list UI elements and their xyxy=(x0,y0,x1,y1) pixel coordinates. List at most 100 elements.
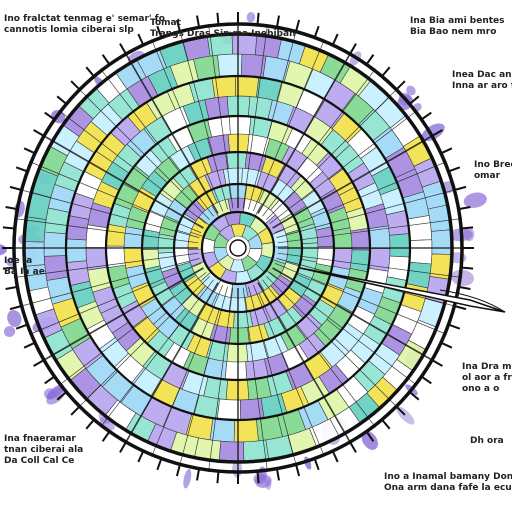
outer-tick xyxy=(408,391,420,401)
ring-segment xyxy=(407,215,433,241)
outer-tick xyxy=(313,458,320,471)
outer-tick xyxy=(458,206,471,211)
radial-line xyxy=(269,272,418,386)
outer-tick xyxy=(216,471,220,484)
radial-line xyxy=(41,134,204,229)
outer-tick xyxy=(101,54,111,66)
radial-line xyxy=(179,286,228,467)
paint-splash xyxy=(406,85,416,96)
caption-line: Ioe Ia xyxy=(4,256,33,266)
radial-line xyxy=(269,110,418,224)
outer-tick xyxy=(365,54,375,66)
outer-tick xyxy=(9,185,22,191)
radial-line xyxy=(257,51,352,214)
radial-line xyxy=(248,29,297,210)
outer-tick xyxy=(420,111,432,121)
outer-tick xyxy=(408,95,420,105)
outer-tick xyxy=(395,405,406,416)
paint-splash xyxy=(43,388,55,399)
outer-tick xyxy=(349,43,357,55)
radial-line xyxy=(124,282,219,445)
caption-line: Ino a Inamal bamany Dono bane xyxy=(384,472,512,482)
caption-line: omar xyxy=(474,171,501,181)
outer-tick xyxy=(461,226,474,230)
radial-line xyxy=(242,23,268,209)
outer-tick xyxy=(44,375,56,385)
caption-line: cannotis lomia ciberai slp xyxy=(4,25,134,35)
caption-line: Ba Ia ae xyxy=(4,267,45,277)
outer-tick xyxy=(56,95,68,105)
outer-tick xyxy=(448,323,461,330)
outer-tick xyxy=(85,418,95,430)
outer-tick xyxy=(349,441,357,453)
caption-line: Ona arm dana fafe la ecuan xyxy=(384,483,512,493)
radial-line xyxy=(29,262,202,335)
ring-segment xyxy=(300,242,319,263)
radial-line xyxy=(100,68,214,217)
ring-segment xyxy=(229,327,250,345)
radial-line xyxy=(29,161,202,234)
outer-tick xyxy=(23,147,36,155)
radial-line xyxy=(277,218,463,244)
paint-splash xyxy=(46,387,65,405)
outer-tick xyxy=(33,129,45,137)
caption-line: tnan ciberai ala xyxy=(4,445,84,455)
radial-line xyxy=(277,252,463,278)
radial-line xyxy=(276,189,457,238)
outer-tick xyxy=(119,441,127,453)
paint-splash xyxy=(7,310,22,327)
outer-tick xyxy=(295,464,301,477)
outer-tick xyxy=(395,80,406,91)
radial-line xyxy=(274,161,447,234)
paint-splash xyxy=(421,123,445,142)
radial-line xyxy=(19,258,200,307)
caption-line: Inea Dac ana xyxy=(452,70,512,80)
radial-line xyxy=(266,276,399,409)
paint-splash xyxy=(451,269,474,286)
outer-tick xyxy=(15,323,28,330)
radial-line xyxy=(257,282,352,445)
radial-line xyxy=(77,276,210,409)
ring-segment xyxy=(227,197,246,214)
caption-line: Inna ar aro fars xyxy=(452,81,512,91)
outer-tick xyxy=(331,450,339,463)
radial-line xyxy=(252,284,325,457)
ring-segment xyxy=(105,223,127,247)
radial-line xyxy=(151,39,224,212)
outer-tick xyxy=(420,375,432,385)
ring-segment xyxy=(141,229,160,250)
caption-right-small: Dh ora xyxy=(470,436,504,447)
caption-top-left: Ino fralctat tenmag e' semar' fo cannoti… xyxy=(4,14,165,36)
radial-line xyxy=(41,267,204,362)
radial-line xyxy=(151,284,224,457)
ring-segment xyxy=(235,75,260,98)
outer-tick xyxy=(440,341,453,349)
radial-line xyxy=(19,189,200,238)
outer-tick xyxy=(458,285,471,290)
radial-line xyxy=(272,134,435,229)
caption-top-center: Tomat Trangs Dras Sin ma Inebiban xyxy=(150,18,295,40)
ring-segment xyxy=(65,238,87,263)
paint-splash xyxy=(361,431,378,450)
outer-tick xyxy=(381,66,391,78)
outer-tick xyxy=(295,19,301,32)
radial-line xyxy=(77,87,210,220)
radial-line xyxy=(179,29,228,210)
outer-tick xyxy=(196,468,201,481)
ring-segment xyxy=(157,233,176,254)
caption-line: ono a o xyxy=(462,384,500,394)
outer-tick xyxy=(101,430,111,442)
radial-line xyxy=(262,279,376,428)
outer-tick xyxy=(56,391,68,401)
paint-splash xyxy=(463,227,475,242)
outer-tick xyxy=(15,166,28,173)
caption-line: Tomat xyxy=(150,18,181,28)
ring-segment xyxy=(332,227,353,249)
radial-line xyxy=(124,51,219,214)
ring-segment xyxy=(430,229,453,255)
caption-line: Ina fnaeramar xyxy=(4,434,76,444)
paint-splash xyxy=(0,244,7,256)
outer-tick xyxy=(9,305,22,311)
